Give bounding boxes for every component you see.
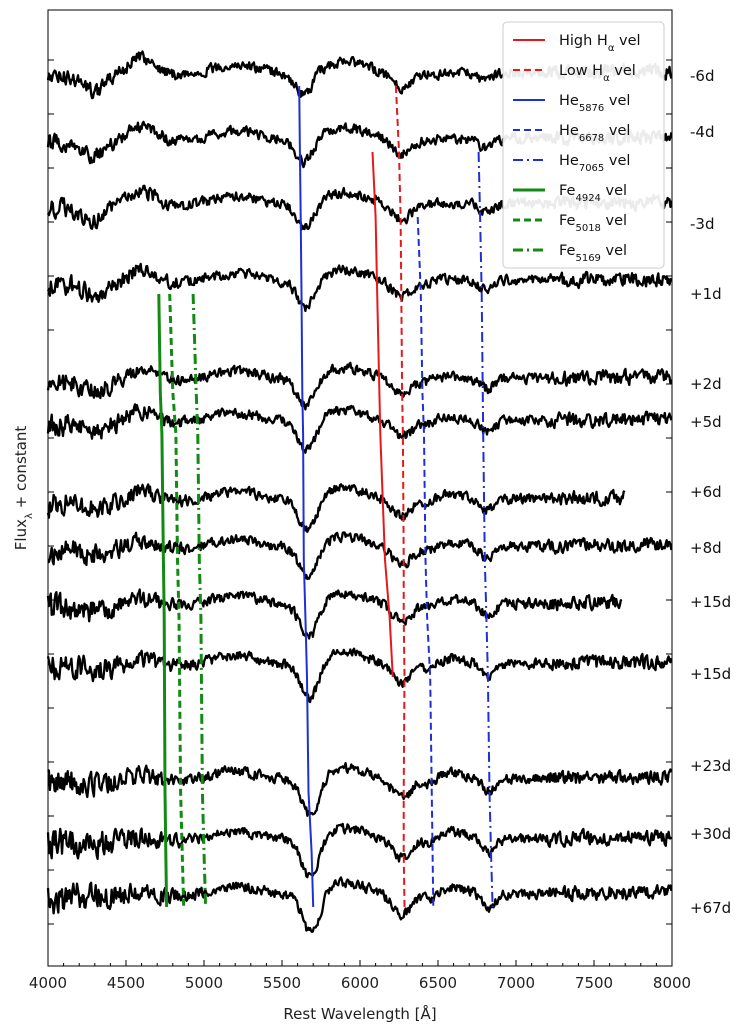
x-tick-label: 7500: [575, 974, 613, 992]
epoch-label: -6d: [690, 67, 714, 85]
spectrum-line: [47, 761, 673, 817]
spectrum-line: [46, 647, 673, 704]
legend-box: [502, 21, 665, 269]
spectrum-line: [46, 876, 673, 933]
epoch-label: +6d: [690, 483, 722, 501]
velocity-track: [191, 293, 208, 908]
epoch-label: +67d: [690, 899, 731, 917]
x-tick-label: 5500: [263, 974, 301, 992]
x-tick-label: 8000: [653, 974, 691, 992]
legend-label: He6678 vel: [559, 123, 630, 144]
legend-label: Fe5169 vel: [559, 243, 627, 264]
epoch-label: +15d: [690, 665, 731, 683]
spectra-series: [46, 50, 673, 933]
legend-label: Low Hα vel: [559, 63, 636, 84]
x-tick-label: 6000: [341, 974, 379, 992]
legend-label: Fe4924 vel: [559, 183, 627, 204]
spectrum-line: [46, 403, 673, 454]
legend-label: Fe5018 vel: [559, 213, 627, 234]
velocity-tracks: [157, 85, 494, 908]
legend: High Hα vel Low Hα vel He5876 vel He6678 ve…: [502, 21, 665, 269]
x-tick-label: 4000: [29, 974, 67, 992]
spectrum-line: [46, 822, 673, 879]
spectrum-line: [46, 588, 623, 640]
velocity-track: [168, 293, 186, 908]
epoch-label: -3d: [690, 215, 714, 233]
x-tick-label: 6500: [419, 974, 457, 992]
epoch-label: +5d: [690, 413, 722, 431]
epoch-label: -4d: [690, 123, 714, 141]
velocity-track: [477, 151, 494, 908]
epoch-label: +8d: [690, 539, 722, 557]
legend-label: He7065 vel: [559, 153, 630, 174]
legend-label: He5876 vel: [559, 93, 630, 114]
velocity-track: [298, 85, 315, 908]
x-tick-label: 7000: [497, 974, 535, 992]
axes: 4000 4500 5000 5500 6000 6500 7000 7500 8000: [29, 59, 691, 992]
velocity-track: [371, 151, 394, 678]
epoch-label: +23d: [690, 757, 731, 775]
epoch-label: +1d: [690, 285, 722, 303]
epoch-label: +30d: [690, 825, 731, 843]
spectrum-line: [46, 262, 673, 313]
x-tick-label: 5000: [185, 974, 223, 992]
y-axis-title: Fluxλ + constant: [12, 426, 35, 551]
velocity-track: [157, 293, 169, 908]
epoch-label: +2d: [690, 375, 722, 393]
epoch-label: +15d: [690, 593, 731, 611]
x-axis-title: Rest Wavelength [Å]: [283, 1004, 436, 1023]
spectrum-line: [47, 531, 673, 581]
velocity-track: [416, 216, 435, 908]
spectrum-line: [46, 483, 626, 533]
legend-label: High Hα vel: [559, 33, 641, 54]
x-tick-label: 4500: [107, 974, 145, 992]
epoch-labels: -6d -4d -3d +1d +2d +5d +6d +8d +15d +15d +23d +30d…: [690, 67, 731, 917]
velocity-track: [394, 85, 406, 908]
spectrum-line: [46, 361, 673, 411]
